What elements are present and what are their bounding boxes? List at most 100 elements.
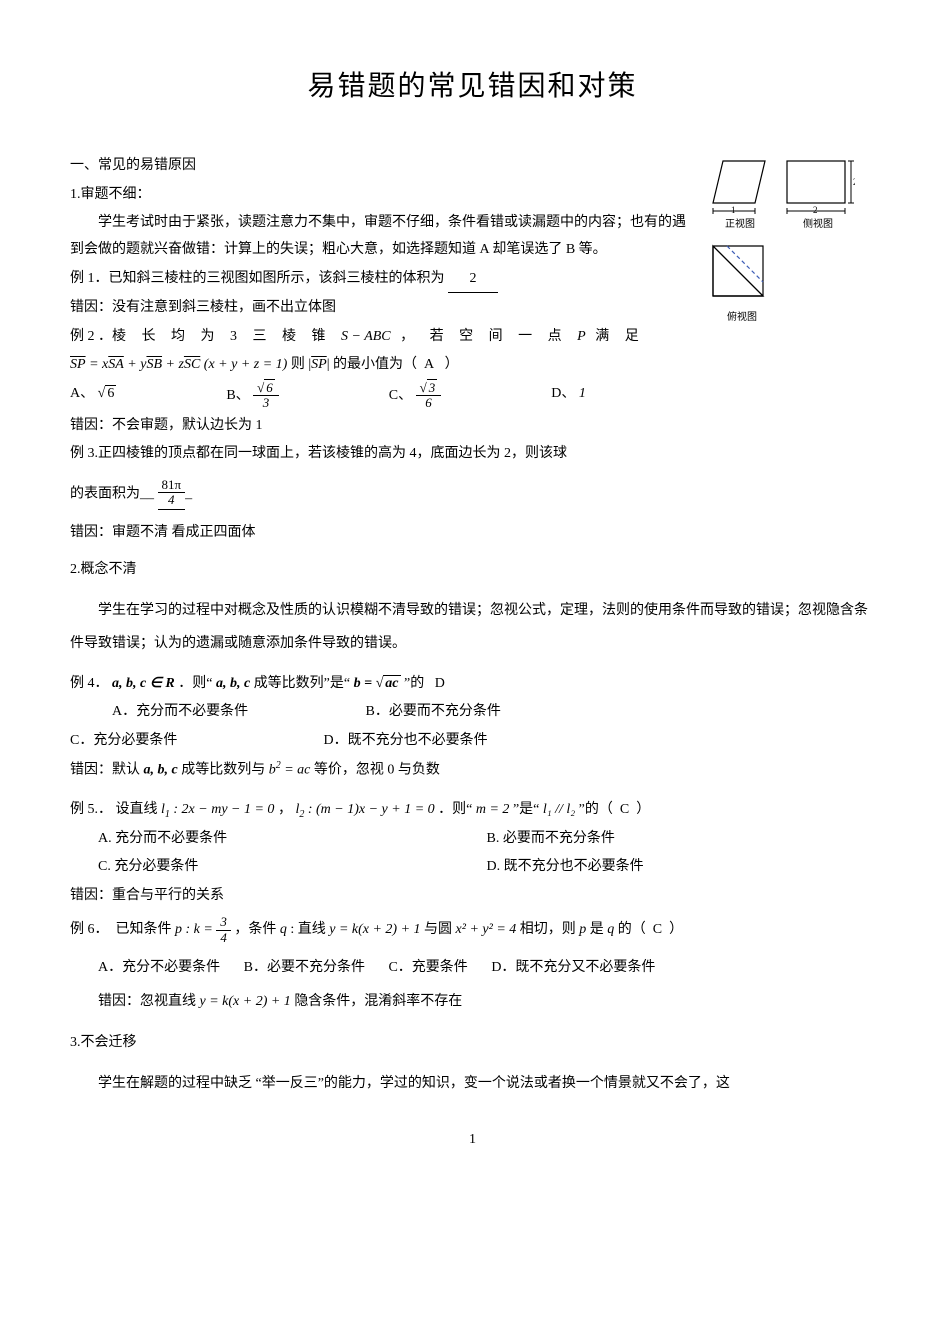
- ex2-vec-sb: SB: [146, 357, 162, 372]
- ex1-answer-blank: 2: [448, 266, 498, 294]
- ex6-error: 错因：忽视直线 y = k(x + 2) + 1 隐含条件，混淆斜率不存在: [70, 989, 875, 1016]
- ex5-options-row2: C. 充分必要条件 D. 既不充分也不必要条件: [70, 854, 875, 881]
- front-view-svg: 1: [705, 153, 775, 215]
- subsection-1-2: 2.概念不清: [70, 557, 875, 584]
- ex2-options: A、 √6 B、 √63 C、 √36 D、 1: [70, 381, 875, 411]
- ex2-b-num: 6: [264, 379, 275, 395]
- ex5-par: l₁ // l₂: [543, 802, 575, 817]
- ex4-t1: ．则“: [178, 676, 212, 691]
- para-1-2: 学生在学习的过程中对概念及性质的认识模糊不清导致的错误；忽视公式，定理，法则的使…: [70, 594, 875, 661]
- example-3-line2: 的表面积为__ 81π 4 _: [70, 478, 875, 511]
- ex2-c-den: 6: [416, 396, 442, 410]
- example-2-line1: 例 2 ．棱 长 均 为 3 三 棱 锥 S − ABC ， 若 空 间 一 点…: [70, 324, 875, 351]
- ex6-line: y = k(x + 2) + 1: [329, 922, 420, 937]
- example-5: 例 5.． 设直线 l1 : 2x − my − 1 = 0 ， l2 : (m…: [70, 797, 875, 824]
- ex4-options-row1: A．充分而不必要条件 B．必要而不充分条件: [70, 699, 875, 726]
- dim-2h: 2: [813, 205, 818, 215]
- ex4-abc2: a, b, c: [216, 676, 250, 691]
- ex5-comma: ，: [278, 802, 292, 817]
- ex4-abc: a, b, c ∈ R: [112, 676, 175, 691]
- ex6-t6: 的（: [618, 922, 646, 937]
- ex2-cond: (x + y + z = 1): [204, 357, 288, 372]
- ex2-opt-c: C、 √36: [389, 381, 441, 411]
- ex2-then: 则: [291, 357, 305, 372]
- ex3-label: 例 3.: [70, 446, 98, 461]
- top-view-label: 俯视图: [705, 308, 779, 327]
- ex5-close: ）: [636, 802, 650, 817]
- ex5-answer: C: [620, 802, 629, 817]
- ex2-b-den: 3: [253, 396, 279, 410]
- ex2-c-num: 3: [427, 379, 438, 395]
- ex5-t4: ”的（: [579, 802, 613, 817]
- side-view-svg: 2 2: [781, 153, 855, 215]
- page-number: 1: [70, 1127, 875, 1154]
- ex5-error: 错因：重合与平行的关系: [70, 883, 875, 910]
- ex4-err-ac: ac: [297, 763, 310, 778]
- ex4-label: 例 4．: [70, 676, 109, 691]
- ex6-t2: ，条件: [234, 922, 276, 937]
- ex5-options-row1: A. 充分而不必要条件 B. 必要而不充分条件: [70, 826, 875, 853]
- ex6-opt-a: A．充分不必要条件: [98, 960, 220, 975]
- ex2-a-val: 6: [105, 385, 116, 401]
- front-view-label: 正视图: [705, 215, 775, 234]
- ex2-b-label: B、: [226, 388, 249, 403]
- ex6-q2: q: [607, 922, 614, 937]
- ex6-t3: : 直线: [290, 922, 325, 937]
- ex2-label: 例 2 ．: [70, 329, 112, 344]
- ex2-vec-sc: SC: [184, 357, 200, 372]
- ex4-opt-a: A．充分而不必要条件: [112, 699, 362, 726]
- ex6-err-a: 错因：忽视直线: [98, 994, 196, 1009]
- ex2-a-label: A、: [70, 386, 94, 401]
- ex5-opt-d: D. 既不充分也不必要条件: [487, 854, 876, 881]
- ex5-label: 例 5.．: [70, 802, 112, 817]
- ex3-text2: 的表面积为__: [70, 486, 154, 501]
- example-3: 例 3.正四棱锥的顶点都在同一球面上，若该棱锥的高为 4，底面边长为 2，则该球: [70, 441, 875, 468]
- ex3-ans-num: 81π: [158, 478, 186, 493]
- ex3-text: 正四棱锥的顶点都在同一球面上，若该棱锥的高为 4，底面边长为 2，则该球: [98, 446, 567, 461]
- ex6-circle: x² + y² = 4: [456, 922, 517, 937]
- ex4-opt-c: C．充分必要条件: [70, 728, 320, 755]
- ex1-label: 例 1．: [70, 271, 109, 286]
- ex2-d-label: D、: [551, 386, 575, 401]
- ex5-t1: 设直线: [116, 802, 158, 817]
- ex5-l2sub: 2: [299, 809, 304, 820]
- ex6-keq: =: [203, 922, 216, 937]
- ex2-answer: A: [424, 357, 434, 372]
- ex4-err-abc: a, b, c: [144, 763, 178, 778]
- ex4-err-b: 成等比数列与: [181, 763, 265, 778]
- ex4-t3: ”的: [404, 676, 424, 691]
- ex2-text-b: ， 若 空 间 一 点: [400, 329, 568, 344]
- ex4-err-sup: 2: [276, 760, 281, 771]
- ex6-colon: :: [186, 922, 194, 937]
- ex6-err-b: 隐含条件，混淆斜率不存在: [294, 994, 462, 1009]
- ex2-close: ）: [445, 357, 459, 372]
- ex4-ac: ac: [383, 675, 400, 691]
- page-title: 易错题的常见错因和对策: [70, 60, 875, 113]
- ex5-opt-c: C. 充分必要条件: [98, 854, 487, 881]
- ex6-is: 是: [590, 922, 604, 937]
- example-2-line2: SP = xSA + ySB + zSC (x + y + z = 1) 则 |…: [70, 352, 875, 379]
- ex6-t5: 相切，则: [520, 922, 576, 937]
- ex4-err-b2: b: [269, 763, 276, 778]
- ex6-label: 例 6．: [70, 922, 109, 937]
- ex2-c-label: C、: [389, 388, 412, 403]
- ex2-d-val: 1: [579, 386, 586, 401]
- ex2-text-c: 满 足: [595, 329, 645, 344]
- ex6-opt-c: C．充要条件: [388, 960, 467, 975]
- ex6-kden: 4: [216, 931, 231, 945]
- example-6: 例 6． 已知条件 p : k = 34 ，条件 q : 直线 y = k(x …: [70, 915, 875, 945]
- ex1-text: 已知斜三棱柱的三视图如图所示，该斜三棱柱的体积为: [109, 271, 445, 286]
- ex4-options-row2: C．充分必要条件 D．既不充分也不必要条件: [70, 728, 875, 755]
- ex6-answer: C: [653, 922, 662, 937]
- ex6-k: k: [194, 922, 200, 937]
- ex6-knum: 3: [216, 915, 231, 930]
- example-4: 例 4． a, b, c ∈ R ．则“ a, b, c 成等比数列”是“ b …: [70, 671, 875, 698]
- ex6-close: ）: [669, 922, 683, 937]
- ex6-q: q: [280, 922, 287, 937]
- ex2-opt-a: A、 √6: [70, 381, 116, 411]
- ex5-opt-a: A. 充分而不必要条件: [98, 826, 487, 853]
- ex2-vec-sa: SA: [108, 357, 124, 372]
- ex2-error: 错因：不会审题，默认边长为 1: [70, 413, 875, 440]
- ex4-eq: =: [361, 676, 376, 691]
- ex1-answer: 2: [470, 271, 477, 286]
